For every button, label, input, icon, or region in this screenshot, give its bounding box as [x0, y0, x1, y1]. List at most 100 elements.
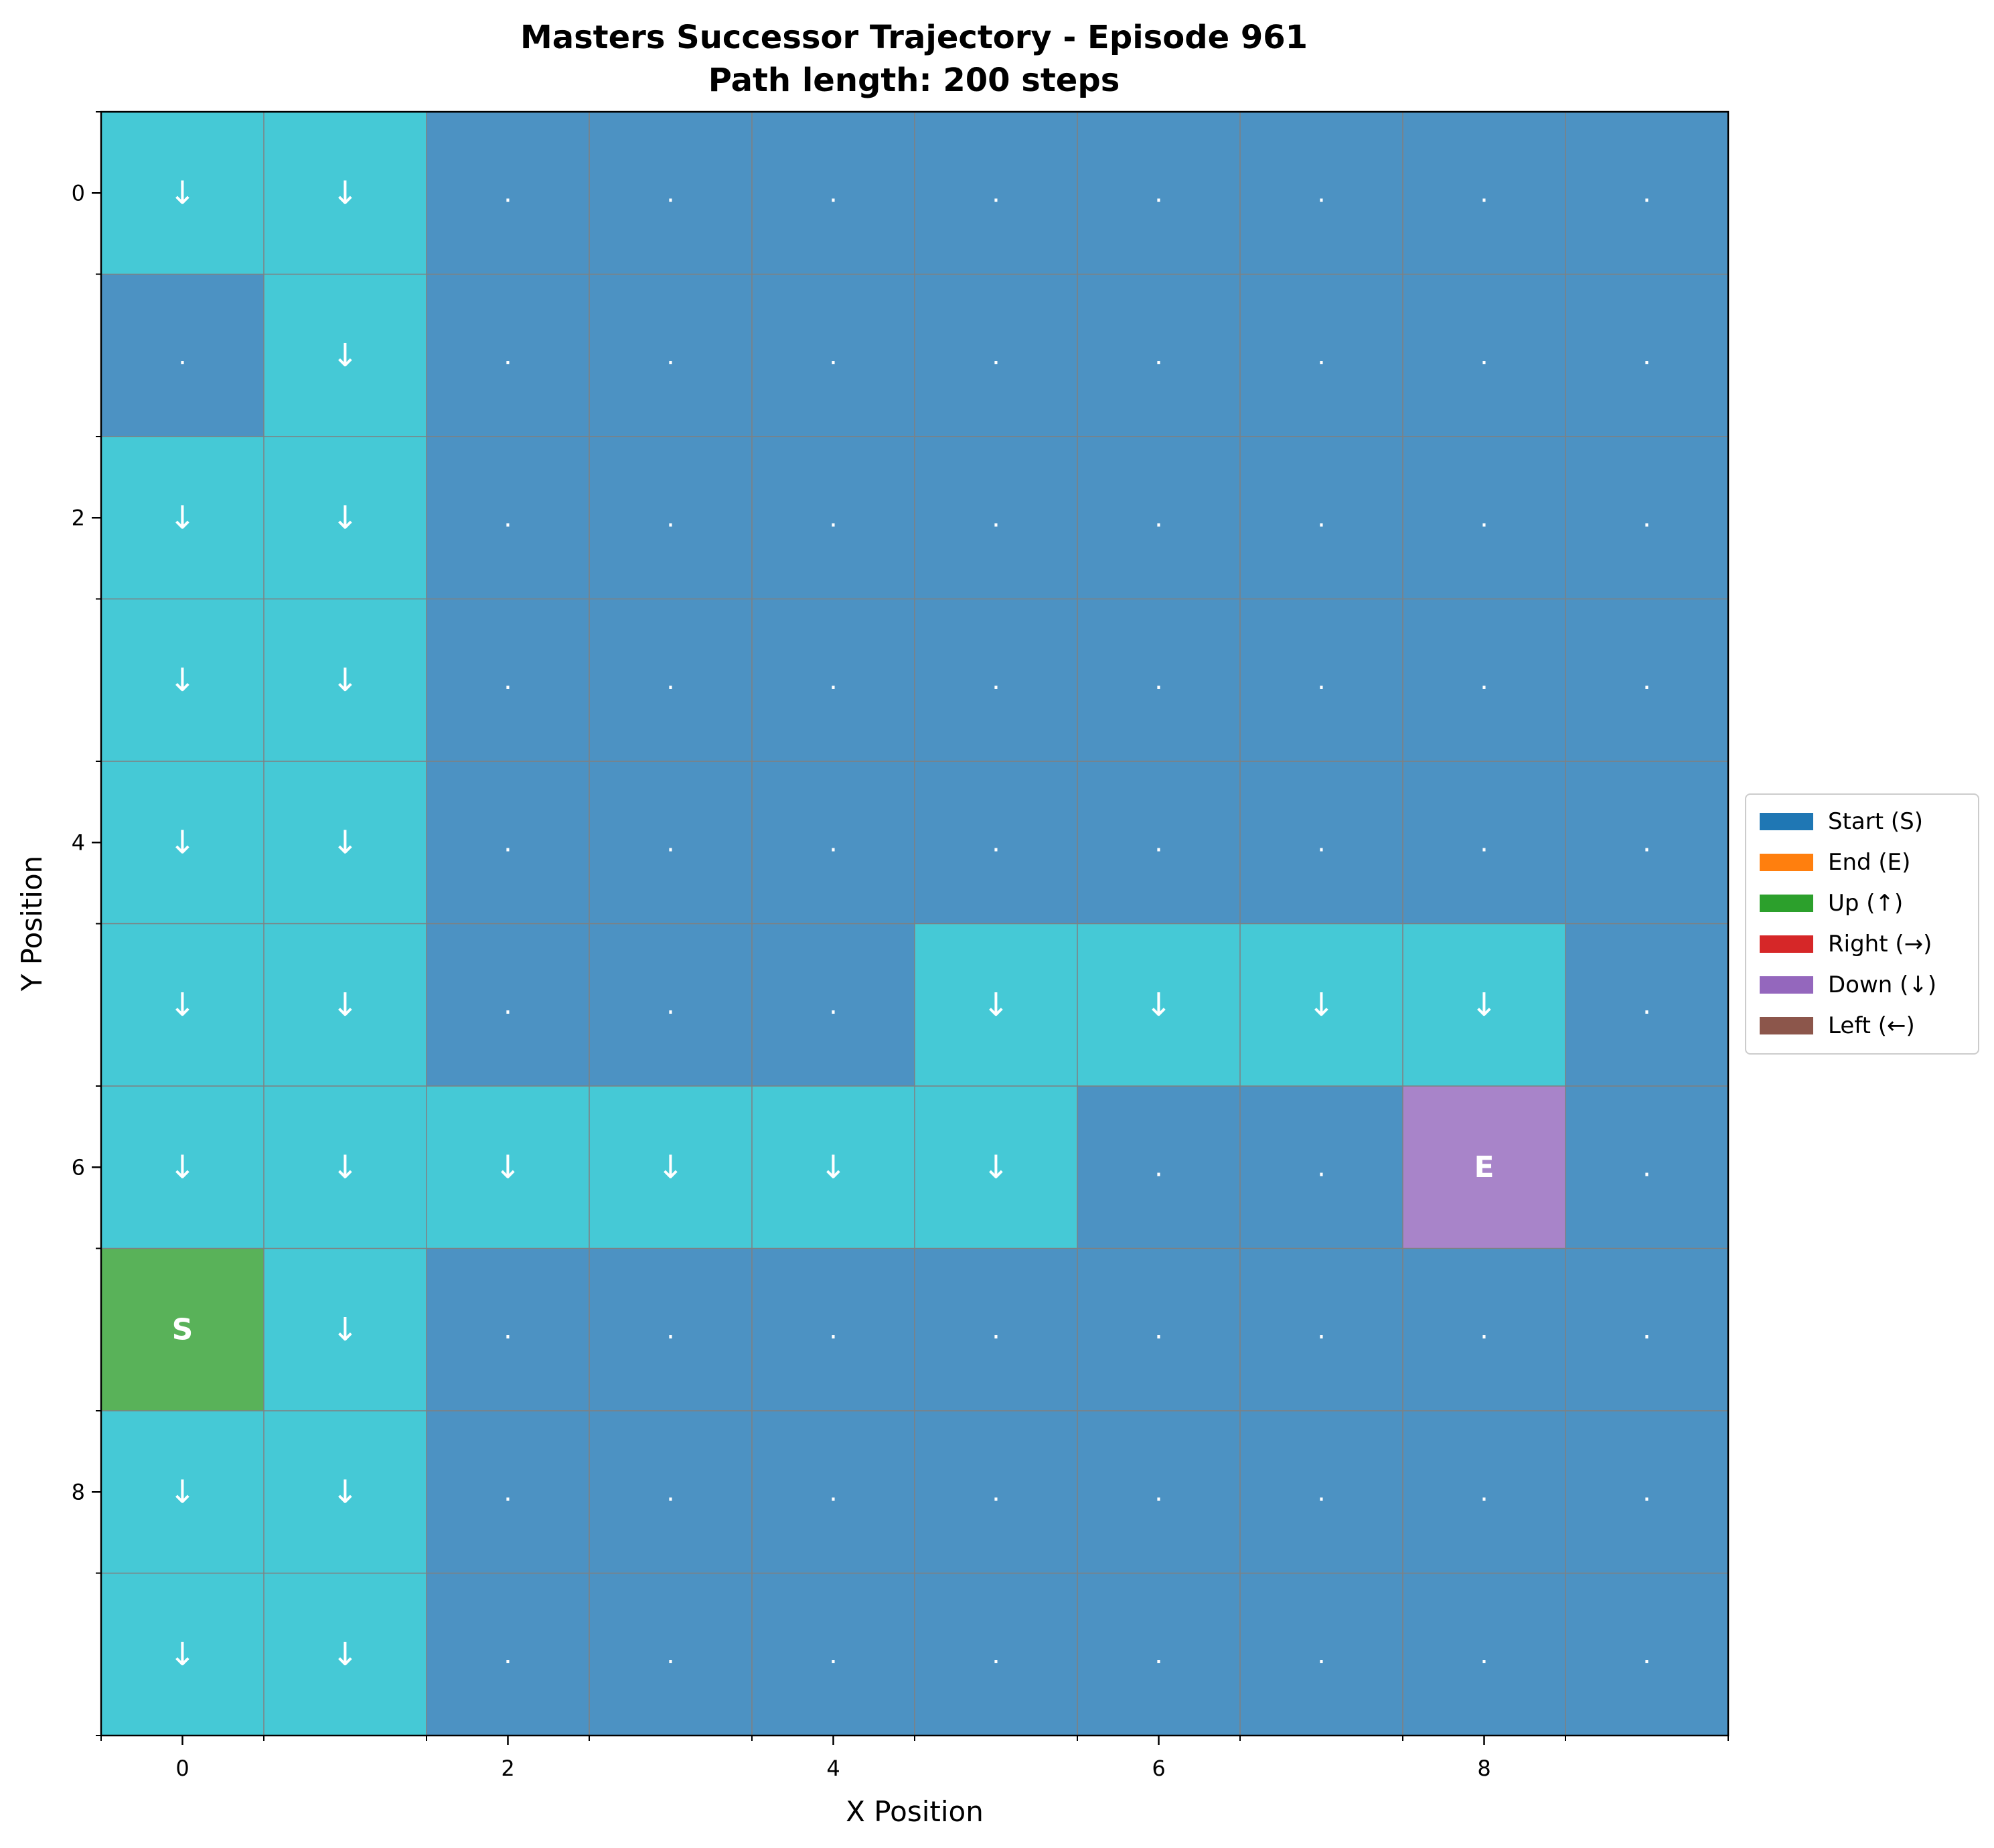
cell-label-start-r7-c0: S [172, 1312, 194, 1346]
cell-label-empty-r0-c7: . [1317, 177, 1326, 208]
cell-path-r5-c0 [101, 923, 264, 1087]
cell-empty-r4-c9 [1565, 761, 1729, 924]
cell-label-empty-r1-c2: . [504, 340, 512, 371]
cell-empty-r0-c9 [1565, 112, 1729, 275]
cell-empty-r0-c8 [1403, 112, 1566, 275]
legend-label: Start (S) [1828, 808, 1923, 835]
legend: Start (S) End (E) Up (↑) Right (→) Down (↓) L… [1745, 793, 1979, 1055]
cell-label-empty-r1-c3: . [666, 340, 675, 371]
cell-label-empty-r3-c6: . [1154, 665, 1163, 696]
cell-empty-r2-c8 [1403, 437, 1566, 599]
cell-empty-r3-c6 [1077, 599, 1241, 762]
cell-empty-r9-c6 [1077, 1573, 1241, 1736]
cell-label-path-r8-c1: ↓ [331, 1473, 358, 1511]
y-tick-label: 2 [72, 505, 85, 530]
x-tick-label: 0 [175, 1756, 189, 1781]
cell-empty-r3-c5 [915, 599, 1078, 762]
ticks-layer: 0 2 4 6 8 0 2 4 6 8 [72, 111, 1729, 1781]
cell-empty-r0-c7 [1240, 112, 1403, 275]
legend-swatch [1760, 895, 1813, 912]
cell-label-empty-r9-c5: . [992, 1639, 1000, 1670]
cell-label-empty-r6-c6: . [1154, 1152, 1163, 1182]
cell-label-empty-r1-c6: . [1154, 340, 1163, 371]
cell-label-path-r0-c0: ↓ [169, 174, 196, 212]
cell-label-path-r6-c4: ↓ [820, 1148, 846, 1186]
cell-label-path-r6-c2: ↓ [494, 1148, 521, 1186]
cell-label-empty-r7-c9: . [1642, 1314, 1651, 1345]
cell-empty-r4-c6 [1077, 761, 1241, 924]
cell-empty-r0-c6 [1077, 112, 1241, 275]
y-tick-label: 4 [72, 830, 85, 855]
cell-label-empty-r9-c9: . [1642, 1639, 1651, 1670]
cell-labels-layer: ↓ ↓......... ↓....... . ↓ ↓....... . ↓ ↓........… [169, 174, 1651, 1673]
cell-label-empty-r8-c3: . [666, 1476, 675, 1507]
chart-title: Masters Successor Trajectory - Episode 9… [520, 19, 1308, 56]
cell-empty-r4-c3 [589, 761, 753, 924]
cell-path-r6-c5 [915, 1086, 1078, 1249]
cell-label-empty-r3-c5: . [992, 665, 1000, 696]
cell-empty-r9-c5 [915, 1573, 1078, 1736]
cell-empty-r5-c2 [427, 923, 590, 1087]
cell-empty-r5-c3 [589, 923, 753, 1087]
cell-label-empty-r1-c0: . [178, 340, 187, 371]
y-tick-label: 6 [72, 1154, 85, 1180]
cell-path-r1-c1 [264, 274, 427, 437]
cell-empty-r3-c3 [589, 599, 753, 762]
y-tick-label: 0 [72, 180, 85, 206]
cell-empty-r2-c3 [589, 437, 753, 599]
legend-label: End (E) [1828, 849, 1911, 876]
cell-label-empty-r8-c7: . [1317, 1476, 1326, 1507]
chart-subtitle: Path length: 200 steps [708, 62, 1120, 99]
cell-label-empty-r0-c5: . [992, 177, 1000, 208]
cell-label-path-r7-c1: ↓ [331, 1311, 358, 1349]
legend-swatch [1760, 854, 1813, 871]
cell-empty-r1-c9 [1565, 274, 1729, 437]
cell-path-r9-c0 [101, 1573, 264, 1736]
cell-empty-r7-c2 [427, 1248, 590, 1411]
x-tick-label: 6 [1152, 1756, 1165, 1781]
cell-empty-r7-c9 [1565, 1248, 1729, 1411]
cell-empty-r6-c7 [1240, 1086, 1403, 1249]
cell-empty-r8-c4 [752, 1411, 915, 1573]
cell-label-empty-r4-c7: . [1317, 827, 1326, 858]
cell-path-r6-c3 [589, 1086, 753, 1249]
cell-label-empty-r0-c3: . [666, 177, 675, 208]
cell-empty-r7-c7 [1240, 1248, 1403, 1411]
legend-label: Left (←) [1828, 1012, 1915, 1039]
legend-item: Left (←) [1760, 1012, 1915, 1039]
cell-empty-r9-c9 [1565, 1573, 1729, 1736]
cell-label-empty-r2-c4: . [829, 502, 838, 533]
cell-empty-r8-c5 [915, 1411, 1078, 1573]
cell-path-r5-c5 [915, 923, 1078, 1087]
cell-empty-r3-c4 [752, 599, 915, 762]
cell-empty-r2-c7 [1240, 437, 1403, 599]
x-tick-label: 4 [826, 1756, 840, 1781]
gridlines-layer [101, 112, 1728, 1736]
cell-label-end-r6-c8: E [1474, 1150, 1494, 1184]
cell-label-path-r5-c1: ↓ [331, 986, 358, 1024]
cell-empty-r3-c2 [427, 599, 590, 762]
cell-empty-r6-c9 [1565, 1086, 1729, 1249]
cell-label-empty-r1-c9: . [1642, 340, 1651, 371]
cell-empty-r1-c8 [1403, 274, 1566, 437]
cell-label-empty-r8-c6: . [1154, 1476, 1163, 1507]
cell-empty-r1-c5 [915, 274, 1078, 437]
cell-label-empty-r3-c9: . [1642, 665, 1651, 696]
cell-label-empty-r4-c8: . [1480, 827, 1488, 858]
cell-empty-r8-c7 [1240, 1411, 1403, 1573]
cell-empty-r0-c5 [915, 112, 1078, 275]
cell-label-empty-r5-c9: . [1642, 990, 1651, 1020]
cell-empty-r5-c4 [752, 923, 915, 1087]
cell-label-empty-r9-c7: . [1317, 1639, 1326, 1670]
cell-label-empty-r3-c4: . [829, 665, 838, 696]
cell-label-path-r9-c0: ↓ [169, 1636, 196, 1673]
cell-empty-r8-c2 [427, 1411, 590, 1573]
cell-label-empty-r2-c5: . [992, 502, 1000, 533]
cell-empty-r2-c5 [915, 437, 1078, 599]
cell-path-r6-c4 [752, 1086, 915, 1249]
cell-path-r2-c0 [101, 437, 264, 599]
cell-label-empty-r7-c5: . [992, 1314, 1000, 1345]
cell-label-path-r2-c1: ↓ [331, 499, 358, 536]
x-tick-label: 2 [501, 1756, 514, 1781]
